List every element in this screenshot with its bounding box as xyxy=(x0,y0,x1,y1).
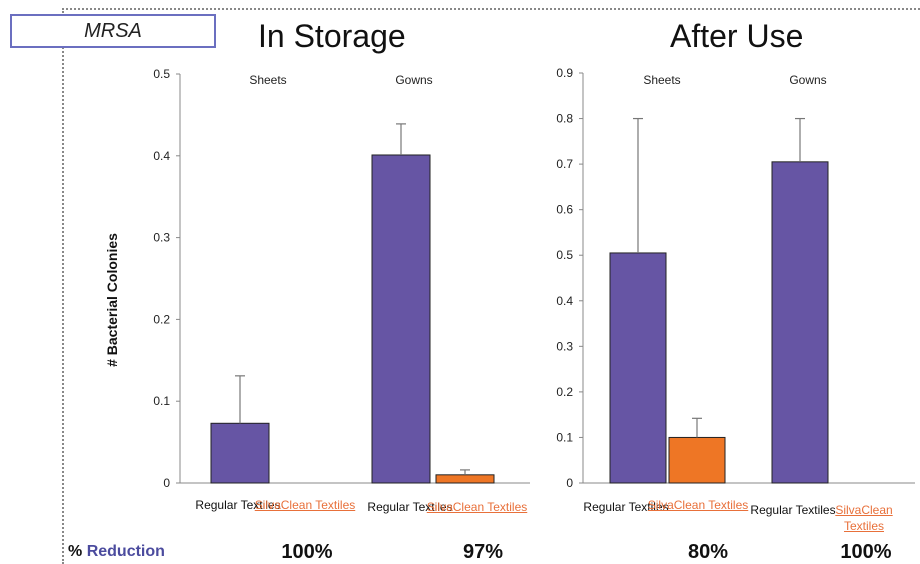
y-tick-label-use: 0.4 xyxy=(556,294,573,308)
regular-bar-use-sheets xyxy=(609,252,667,484)
y-tick-label-storage: 0.4 xyxy=(153,149,170,163)
regular-bar-storage-gowns xyxy=(371,154,431,484)
group-label-use-gowns: Gowns xyxy=(789,73,826,87)
regular-bar-use-gowns xyxy=(771,161,829,484)
reduction-row-label: % Reduction xyxy=(68,543,165,561)
y-tick-label-use: 0.2 xyxy=(556,385,573,399)
group-label-storage-gowns: Gowns xyxy=(395,73,432,87)
reduction-percent-symbol: % xyxy=(68,543,83,560)
y-tick-label-use: 0 xyxy=(566,476,573,490)
chart-title-after-use: After Use xyxy=(670,18,804,54)
reduction-use-gowns: 100% xyxy=(840,541,892,563)
chart-title-in-storage: In Storage xyxy=(258,18,406,54)
group-label-use-sheets: Sheets xyxy=(643,73,680,87)
reduction-storage-sheets: 100% xyxy=(281,541,333,563)
category-silvaclean-storage-gowns: SilvaClean Textiles xyxy=(426,500,528,514)
top-dotted-rule xyxy=(62,8,920,10)
y-tick-label-use: 0.1 xyxy=(556,430,573,444)
category-regular-storage-gowns: Regular Textiles xyxy=(367,500,453,514)
organism-label-box: MRSA xyxy=(10,14,216,48)
y-tick-label-use: 0.9 xyxy=(556,66,573,80)
y-tick-label-storage: 0.3 xyxy=(153,231,170,245)
category-regular-use-sheets: Regular Textiles xyxy=(583,500,669,514)
y-tick-label-storage: 0 xyxy=(163,476,170,490)
regular-bar-storage-sheets xyxy=(210,422,270,484)
y-tick-label-storage: 0.1 xyxy=(153,394,170,408)
category-silvaclean-use-gowns: SilvaClean Textiles xyxy=(835,503,893,533)
organism-label: MRSA xyxy=(84,19,142,42)
y-tick-label-use: 0.8 xyxy=(556,112,573,126)
reduction-storage-gowns: 97% xyxy=(462,541,504,563)
reduction-label-text: Reduction xyxy=(86,543,165,560)
category-regular-storage-sheets: Regular Textiles xyxy=(195,498,281,512)
silvaclean-bar-storage-gowns xyxy=(435,474,495,484)
y-tick-label-use: 0.7 xyxy=(556,157,573,171)
group-label-storage-sheets: Sheets xyxy=(249,73,286,87)
left-dotted-rule xyxy=(62,8,64,564)
y-tick-label-storage: 0.2 xyxy=(153,312,170,326)
category-silvaclean-storage-sheets: SilvaClean Textiles xyxy=(254,498,356,512)
y-tick-label-use: 0.3 xyxy=(556,339,573,353)
reduction-use-sheets: 80% xyxy=(687,541,729,563)
category-regular-use-gowns: Regular Textiles xyxy=(750,503,836,517)
y-tick-label-use: 0.6 xyxy=(556,203,573,217)
y-tick-label-storage: 0.5 xyxy=(153,67,170,81)
silvaclean-bar-use-sheets xyxy=(668,436,726,484)
category-silvaclean-use-sheets: SilvaClean Textiles xyxy=(647,498,749,512)
y-tick-label-use: 0.5 xyxy=(556,248,573,262)
